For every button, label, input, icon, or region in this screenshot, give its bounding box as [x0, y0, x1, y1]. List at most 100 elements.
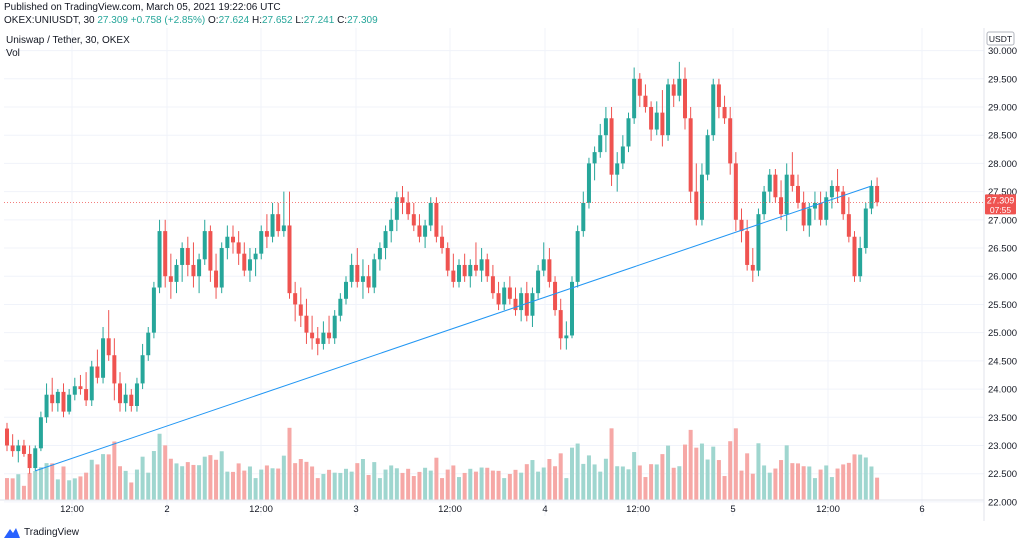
volume-bar — [123, 470, 128, 500]
candle — [626, 112, 631, 153]
candle-body — [620, 146, 625, 164]
candle-body — [570, 281, 574, 336]
candle — [321, 321, 326, 350]
candle-body — [180, 248, 185, 265]
candle — [677, 61, 682, 102]
last-price-badge — [985, 194, 1016, 215]
candle-body — [264, 231, 269, 237]
candle — [649, 101, 654, 141]
volume-bar — [643, 477, 648, 500]
candle-body — [202, 231, 207, 260]
candle — [411, 202, 416, 232]
candle — [513, 287, 518, 316]
candle-body — [767, 174, 772, 192]
candle-body — [716, 84, 721, 107]
candle — [185, 236, 190, 277]
y-tick-label: 30.000 — [988, 46, 1017, 57]
volume-bar — [27, 472, 32, 500]
countdown-label: 07:55 — [990, 205, 1012, 215]
candle-body — [490, 276, 495, 294]
candle-body — [462, 264, 467, 277]
volume-bar — [372, 462, 377, 500]
volume-bar — [649, 464, 654, 500]
candle-body — [558, 310, 563, 339]
candle-body — [846, 214, 851, 237]
candle-body — [112, 355, 117, 384]
volume-bar — [95, 464, 100, 500]
volume-bar — [592, 464, 597, 500]
candle-body — [123, 394, 128, 404]
candle — [875, 177, 880, 207]
y-tick-label: 29.000 — [988, 102, 1017, 113]
candle — [112, 338, 117, 401]
volume-bar — [338, 472, 343, 500]
volume-bar — [327, 469, 332, 500]
candle — [688, 106, 693, 203]
volume-bar — [191, 464, 196, 500]
volume-bar — [688, 429, 693, 500]
candlestick-chart[interactable]: 22.000 22.500 23.000 23.500 24.000 24.500 25.0… — [0, 28, 1024, 521]
volume-bar — [406, 468, 411, 500]
volume-bar — [5, 478, 9, 500]
candle-body — [451, 270, 456, 282]
candle — [140, 343, 145, 390]
candle-body — [106, 338, 111, 356]
volume-bar — [101, 454, 106, 500]
candle-body — [349, 264, 354, 282]
volume-bar — [440, 478, 445, 500]
candle-body — [151, 287, 156, 333]
volume-bar — [536, 471, 541, 500]
volume-bar — [214, 459, 219, 500]
candle — [818, 191, 823, 226]
volume-bar — [394, 468, 399, 500]
candle — [468, 259, 473, 288]
candle — [536, 264, 541, 299]
volume-bar — [812, 478, 817, 500]
candle — [524, 281, 529, 322]
candle — [660, 90, 665, 147]
volume-bar — [457, 477, 461, 500]
candle — [598, 123, 603, 158]
volume-bar — [869, 466, 874, 500]
footer: TradingView — [0, 521, 1024, 543]
candle — [496, 281, 501, 311]
candle-body — [270, 214, 275, 237]
volume-bar — [615, 466, 620, 500]
candle — [67, 389, 72, 415]
brand-label: TradingView — [24, 526, 80, 538]
volume-bar — [564, 478, 569, 500]
candle — [372, 253, 377, 294]
candle — [400, 185, 405, 215]
candle — [123, 383, 128, 412]
candle — [406, 191, 411, 220]
candle — [643, 84, 648, 113]
candle-body — [705, 135, 710, 175]
volume-bar — [287, 427, 292, 500]
candle — [236, 231, 241, 265]
candle — [547, 248, 552, 288]
tradingview-brand[interactable]: TradingView — [4, 526, 79, 538]
candle-body — [530, 293, 535, 316]
volume-bar — [677, 466, 682, 500]
candle-body — [389, 219, 394, 232]
candle — [699, 163, 704, 226]
candle-body — [38, 417, 43, 449]
volume-bar — [626, 469, 631, 500]
volume-bar — [50, 463, 55, 500]
candle — [197, 253, 202, 294]
volume-bar — [671, 467, 676, 500]
candle-body — [858, 248, 863, 277]
volume-bar — [67, 480, 72, 500]
volume-bar — [666, 445, 671, 500]
candle-body — [479, 259, 484, 271]
candle — [654, 101, 659, 136]
volume-bar — [519, 472, 524, 500]
candle — [293, 281, 298, 322]
volume-bar — [366, 474, 371, 500]
chart-overlay — [4, 185, 984, 472]
candle — [739, 208, 744, 243]
volume-bar — [632, 452, 637, 500]
candle-body — [473, 264, 478, 271]
volume-bar — [411, 476, 416, 500]
candle — [327, 315, 332, 344]
